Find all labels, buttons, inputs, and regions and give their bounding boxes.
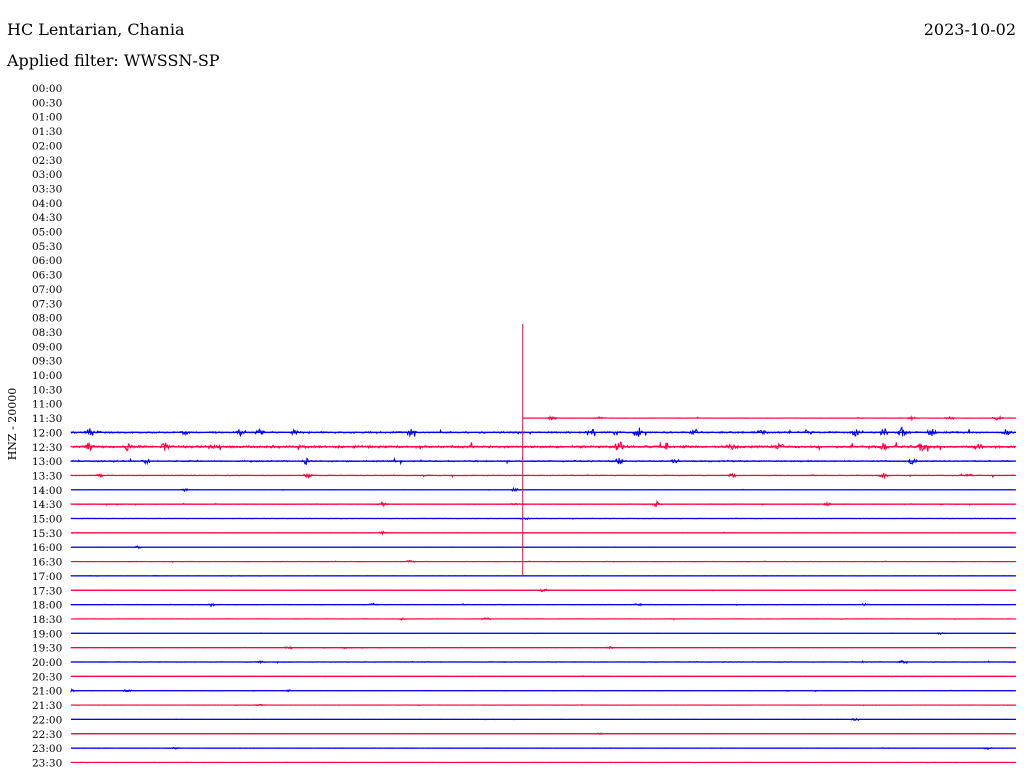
time-tick-labels: 00:00 00:30 01:00 01:30 02:00 02:30 03:00 03:30… xyxy=(32,83,62,769)
seismic-traces xyxy=(70,323,1016,764)
time-tick-label: 15:00 xyxy=(32,514,62,526)
time-tick-label: 22:30 xyxy=(32,729,62,741)
time-tick-label: 12:30 xyxy=(32,442,62,454)
time-tick-label: 09:30 xyxy=(32,356,62,368)
plot-date: 2023-10-02 xyxy=(923,20,1016,39)
time-tick-label: 19:00 xyxy=(32,628,62,640)
time-tick-label: 21:00 xyxy=(32,686,62,698)
time-tick-label: 16:00 xyxy=(32,542,62,554)
time-tick-label: 06:00 xyxy=(32,255,62,267)
time-tick-label: 02:30 xyxy=(32,155,62,167)
time-tick-label: 00:00 xyxy=(32,83,62,95)
time-tick-label: 14:00 xyxy=(32,485,62,497)
time-tick-label: 17:30 xyxy=(32,585,62,597)
channel-label: HNZ - 20000 xyxy=(6,388,19,461)
time-tick-label: 03:30 xyxy=(32,183,62,195)
time-tick-label: 05:00 xyxy=(32,227,62,239)
time-tick-label: 23:00 xyxy=(32,743,62,755)
time-tick-label: 14:30 xyxy=(32,499,62,511)
time-tick-label: 03:00 xyxy=(32,169,62,181)
time-tick-label: 18:00 xyxy=(32,600,62,612)
time-tick-label: 10:00 xyxy=(32,370,62,382)
time-tick-label: 22:00 xyxy=(32,714,62,726)
time-tick-label: 21:30 xyxy=(32,700,62,712)
time-tick-label: 01:00 xyxy=(32,112,62,124)
time-tick-label: 18:30 xyxy=(32,614,62,626)
time-tick-label: 11:30 xyxy=(32,413,62,425)
time-tick-label: 07:00 xyxy=(32,284,62,296)
time-tick-label: 04:30 xyxy=(32,212,62,224)
time-tick-label: 16:30 xyxy=(32,557,62,569)
time-tick-label: 15:30 xyxy=(32,528,62,540)
time-tick-label: 13:30 xyxy=(32,470,62,482)
station-name: HC Lentarian, Chania xyxy=(7,20,185,39)
time-tick-label: 09:00 xyxy=(32,341,62,353)
time-tick-label: 11:00 xyxy=(32,399,62,411)
time-tick-label: 13:00 xyxy=(32,456,62,468)
time-tick-label: 02:00 xyxy=(32,140,62,152)
time-tick-label: 08:30 xyxy=(32,327,62,339)
time-tick-label: 10:30 xyxy=(32,384,62,396)
time-tick-label: 04:00 xyxy=(32,198,62,210)
time-tick-label: 12:00 xyxy=(32,427,62,439)
time-tick-label: 01:30 xyxy=(32,126,62,138)
time-tick-label: 08:00 xyxy=(32,313,62,325)
time-tick-label: 19:30 xyxy=(32,643,62,655)
time-tick-label: 20:30 xyxy=(32,671,62,683)
time-tick-label: 06:30 xyxy=(32,270,62,282)
time-tick-label: 05:30 xyxy=(32,241,62,253)
filter-label: Applied filter: WWSSN-SP xyxy=(7,51,220,70)
time-tick-label: 17:00 xyxy=(32,571,62,583)
time-tick-label: 23:30 xyxy=(32,757,62,769)
time-tick-label: 00:30 xyxy=(32,97,62,109)
time-tick-label: 07:30 xyxy=(32,298,62,310)
time-tick-label: 20:00 xyxy=(32,657,62,669)
